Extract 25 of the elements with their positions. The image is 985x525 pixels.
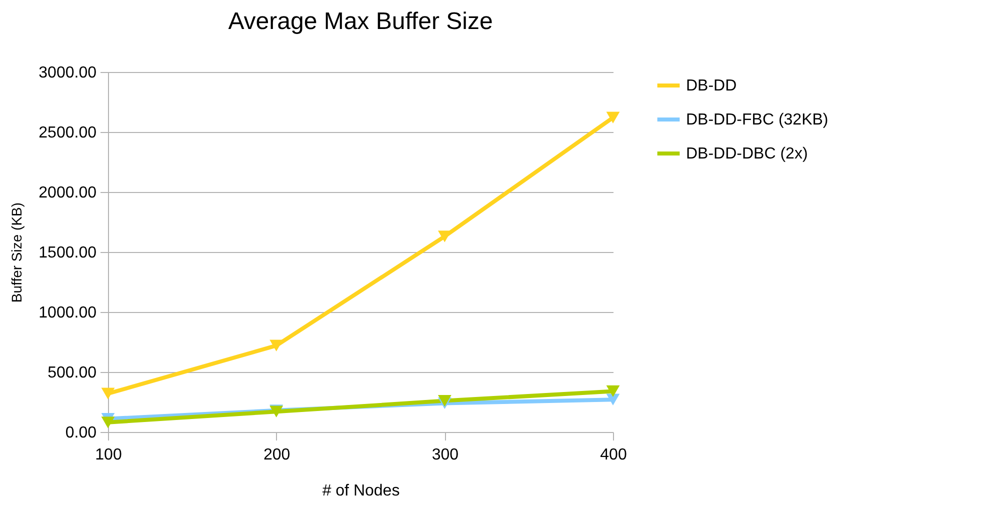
y-tick-label: 2000.00 [38, 184, 97, 202]
y-axis-title: Buffer Size (KB) [8, 202, 25, 303]
point [606, 112, 620, 124]
y-tick-label: 0.00 [65, 424, 97, 442]
y-tick-label: 3000.00 [38, 64, 97, 82]
point [438, 230, 452, 242]
legend-label: DB-DD [686, 78, 737, 94]
point [606, 385, 620, 398]
y-tick-label: 1000.00 [38, 304, 97, 322]
y-tick-label: 1500.00 [38, 244, 97, 262]
x-tick-label: 400 [600, 446, 627, 464]
y-tick-label: 2500.00 [38, 124, 97, 142]
x-tick-label: 100 [95, 446, 122, 464]
legend-label: DB-DD-FBC (32KB) [686, 112, 828, 128]
point [606, 394, 620, 406]
legend-label: DB-DD-DBC (2x) [686, 146, 808, 162]
y-tick-label: 500.00 [48, 364, 97, 382]
point [101, 416, 115, 428]
x-tick-label: 200 [263, 446, 290, 464]
chart-title: Average Max Buffer Size [228, 8, 493, 35]
x-tick-label: 300 [432, 446, 459, 464]
point [438, 394, 452, 407]
point [270, 340, 284, 352]
x-axis-title: # of Nodes [322, 482, 400, 500]
point [101, 388, 115, 400]
